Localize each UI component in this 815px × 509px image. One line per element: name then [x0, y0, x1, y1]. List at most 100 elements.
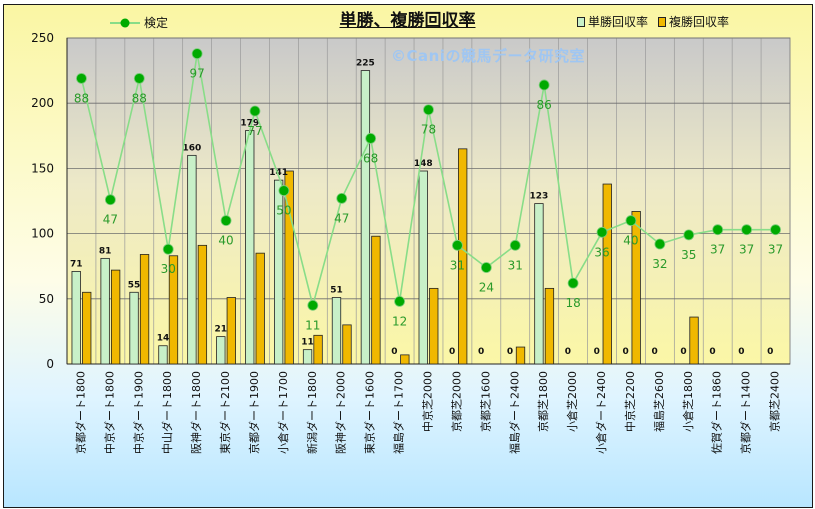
x-tick-label: 京都芝2000	[449, 371, 463, 432]
bar-win	[534, 203, 544, 365]
y-tick-label: 200	[31, 96, 54, 110]
point-test	[567, 277, 579, 289]
point-test-label: 30	[161, 262, 176, 276]
x-tick-label: 福島ダート2400	[507, 371, 521, 454]
bar-win	[158, 345, 168, 365]
x-tick-label: 中京ダート1800	[102, 371, 116, 454]
point-test-label: 97	[189, 67, 204, 81]
bar-place	[458, 148, 468, 365]
bar-win-label: 0	[478, 347, 484, 357]
x-tick-label: 小倉芝2000	[565, 371, 579, 432]
y-tick-label: 100	[31, 227, 54, 241]
bar-win-label: 11	[301, 338, 314, 348]
x-tick-label: 東京ダート2100	[218, 371, 232, 454]
y-tick-label: 150	[31, 161, 54, 175]
point-test-label: 40	[623, 234, 638, 248]
bar-win-label: 0	[738, 347, 744, 357]
point-test-label: 11	[305, 318, 320, 332]
point-test	[423, 104, 434, 116]
y-tick-label: 0	[46, 357, 54, 371]
x-tick-label: 京都ダート1900	[247, 371, 261, 454]
x-tick-label: 福島芝2600	[652, 371, 666, 432]
y-tick-label: 250	[31, 31, 54, 45]
x-tick-label: 中京芝2000	[421, 371, 435, 432]
legend-swatch-win	[577, 16, 585, 27]
bar-win-label: 0	[449, 347, 455, 357]
point-test-label: 68	[363, 151, 378, 165]
bar-win	[187, 154, 197, 365]
x-tick-label: 京都芝1800	[536, 371, 550, 432]
legend-item-win: 単勝回収率	[577, 13, 648, 30]
legend-label-win: 単勝回収率	[588, 15, 649, 29]
bar-place	[602, 183, 612, 365]
bar-win	[331, 297, 342, 365]
legend-label-test: 検定	[144, 16, 169, 30]
x-tick-label: 中京ダート1900	[131, 371, 145, 454]
bar-place	[226, 297, 236, 365]
bar-win-label: 123	[530, 192, 549, 202]
bar-win-label: 55	[128, 280, 141, 290]
bar-win	[216, 336, 226, 365]
x-tick-label: 福島ダート1700	[392, 371, 406, 454]
bar-win	[360, 70, 371, 365]
bar-win-label: 141	[269, 168, 288, 178]
watermark: ©Caniの競馬データ研究室	[391, 47, 585, 65]
bar-win-label: 0	[594, 347, 600, 357]
point-test-label: 40	[218, 234, 233, 248]
point-test	[480, 262, 492, 273]
bar-win-label: 71	[70, 259, 83, 269]
point-test-label: 32	[652, 257, 667, 271]
point-test-label: 18	[565, 296, 580, 310]
bar-place	[342, 324, 352, 365]
point-test-label: 12	[392, 314, 407, 328]
point-test-label: 78	[421, 123, 436, 137]
bar-win-label: 160	[182, 143, 201, 153]
point-test	[770, 224, 781, 236]
bar-win-label: 0	[651, 347, 657, 357]
bar-place	[313, 334, 323, 365]
point-test	[162, 243, 174, 255]
point-test-label: 36	[594, 245, 609, 259]
x-tick-label: 小倉芝1800	[681, 371, 695, 432]
bar-win-label: 0	[767, 347, 773, 357]
bar-win-label: 21	[215, 325, 228, 335]
legend-item-place: 複勝回収率	[658, 13, 729, 30]
x-tick-label: 東京ダート1600	[363, 371, 377, 454]
bar-place	[110, 269, 121, 365]
bar-place	[400, 354, 410, 365]
bar-win-label: 148	[414, 159, 433, 169]
bar-place	[168, 255, 179, 365]
point-test-label: 37	[710, 243, 725, 257]
bar-place	[544, 287, 555, 365]
point-test-label: 24	[479, 281, 494, 295]
bar-win-label: 0	[391, 347, 397, 357]
point-test	[683, 229, 695, 241]
point-test-label: 31	[508, 258, 523, 272]
point-test	[452, 239, 463, 251]
bar-win-label: 179	[240, 119, 259, 129]
point-test	[278, 185, 290, 196]
point-test	[365, 133, 377, 144]
point-test	[509, 239, 521, 251]
bar-place	[631, 211, 641, 365]
bar-place	[689, 316, 699, 365]
x-tick-label: 阪神ダート1800	[189, 371, 203, 454]
x-tick-label: 小倉ダート1700	[276, 371, 290, 454]
point-test-label: 37	[768, 243, 783, 257]
x-tick-label: 佐賀ダート1860	[710, 371, 724, 454]
point-test	[654, 238, 666, 250]
point-test	[625, 215, 637, 226]
point-test-label: 88	[74, 91, 89, 105]
bar-win	[245, 130, 255, 365]
chart-title: 単勝、複勝回収率	[339, 11, 476, 31]
bar-place	[515, 346, 526, 365]
bar-win	[129, 291, 139, 365]
bar-win-label: 0	[565, 347, 571, 357]
legend-label-place: 複勝回収率	[669, 15, 730, 29]
x-tick-label: 京都ダート1800	[73, 371, 87, 454]
bar-win-label: 14	[157, 334, 170, 344]
bar-win	[100, 257, 110, 365]
x-tick-label: 阪神ダート2000	[334, 371, 348, 454]
